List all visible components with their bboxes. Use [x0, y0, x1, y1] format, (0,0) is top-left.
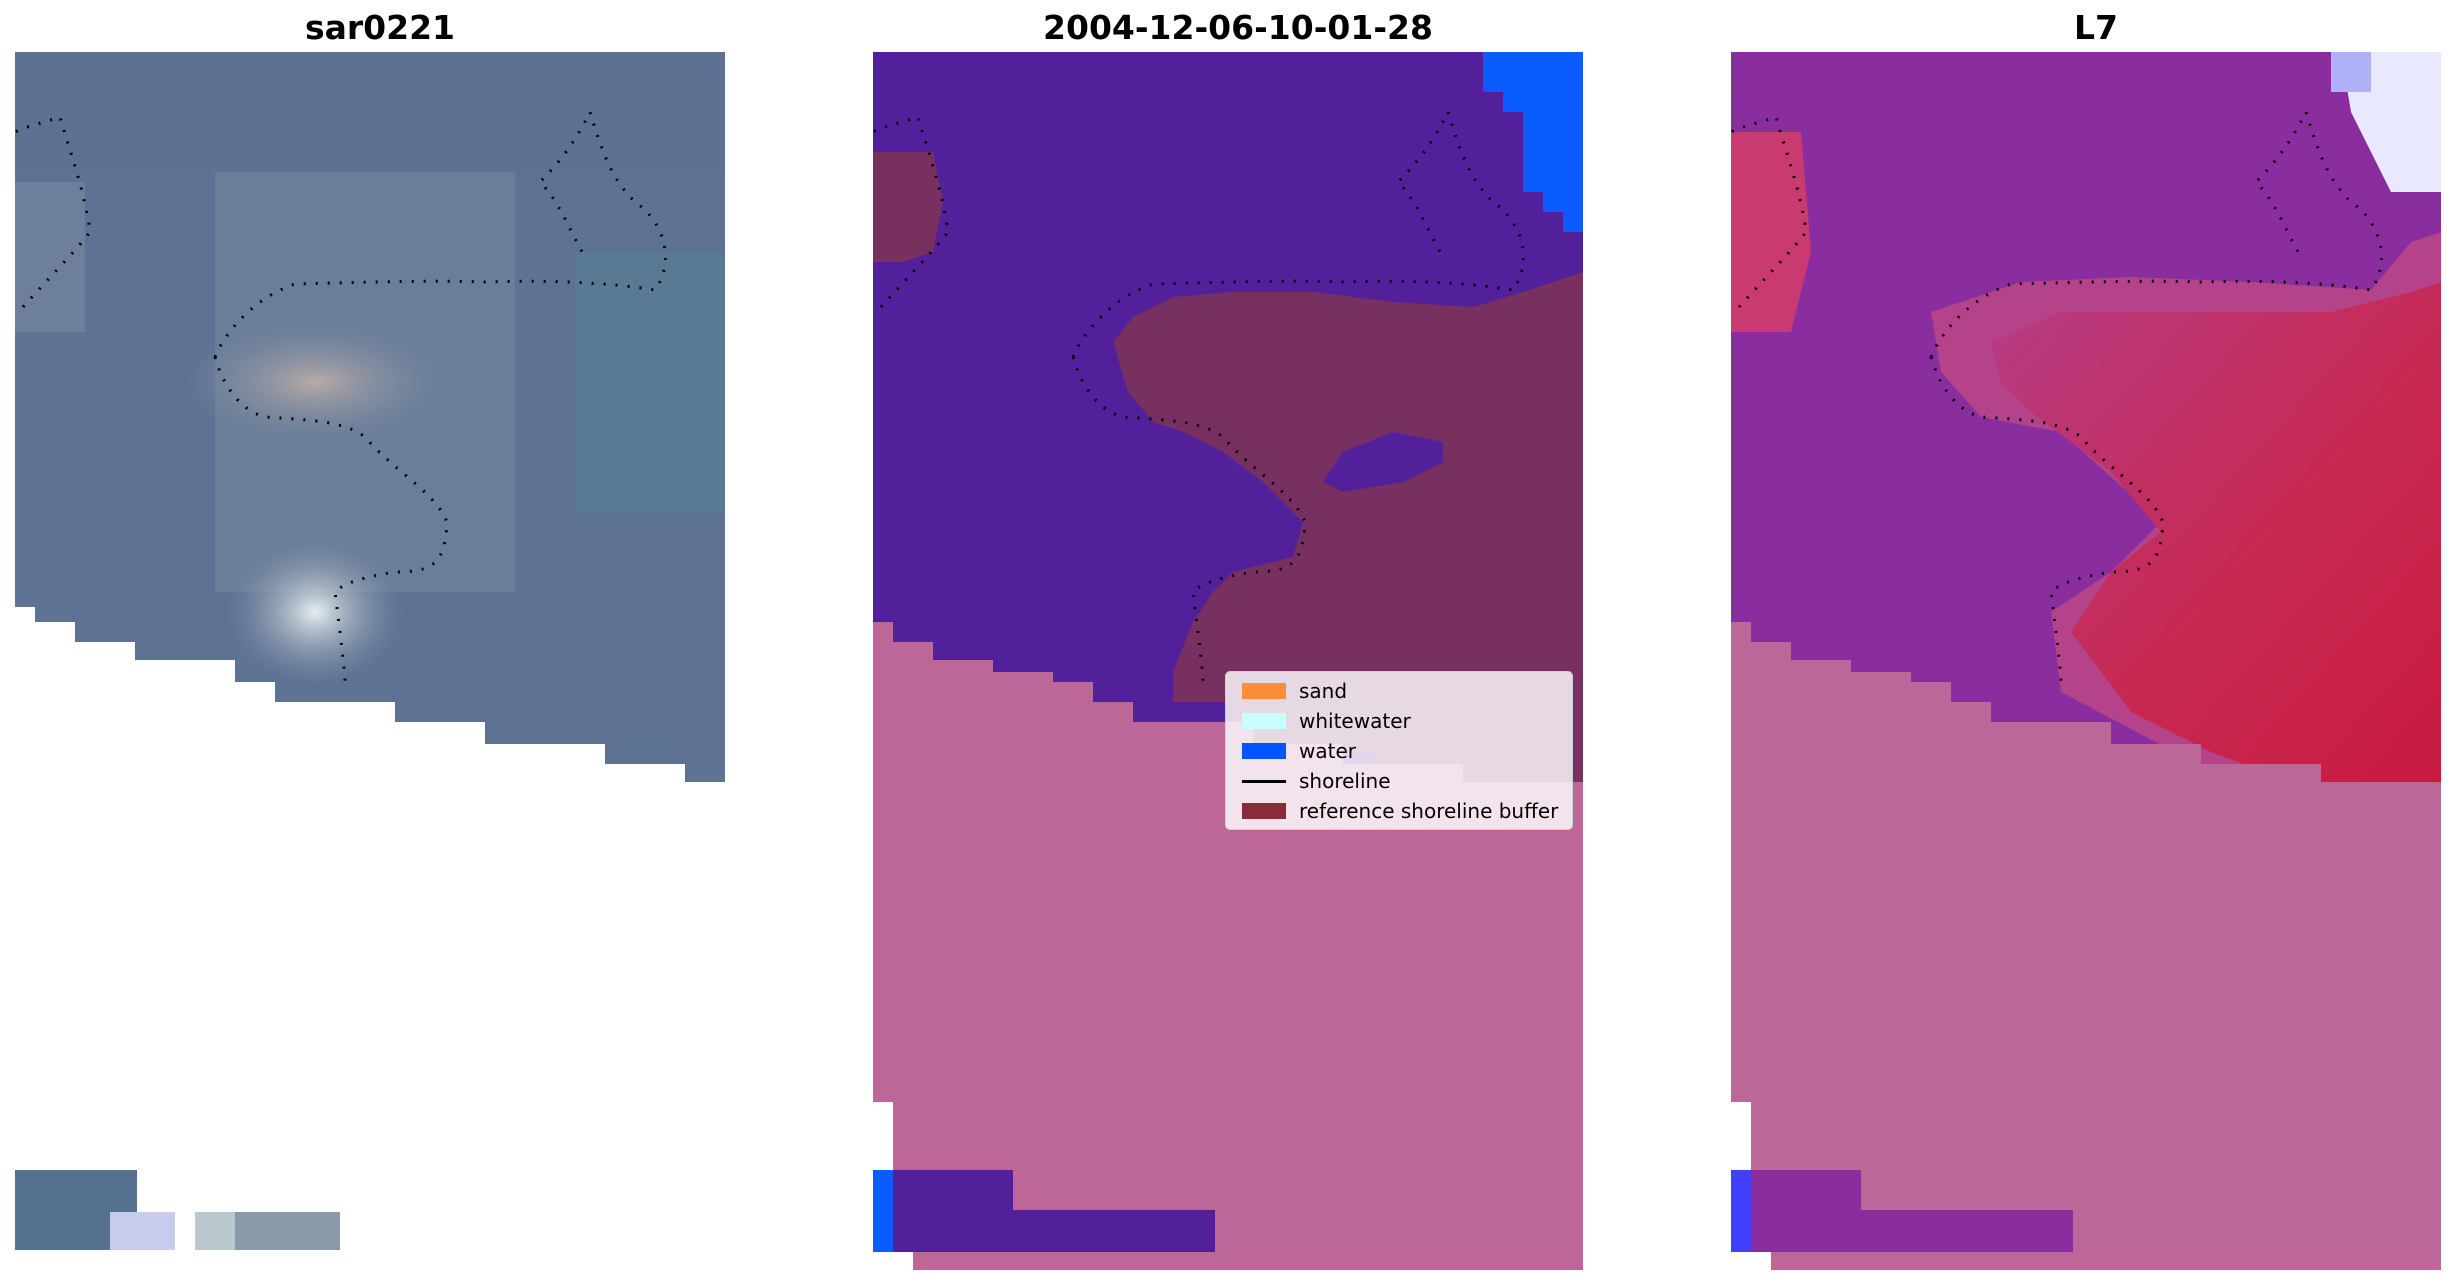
legend-item-shoreline: shoreline	[1234, 768, 1564, 794]
classified-image-frame	[873, 52, 1583, 1270]
legend-swatch	[1242, 713, 1286, 729]
class-land-bottom	[893, 1170, 1013, 1210]
legend-label: reference shoreline buffer	[1299, 799, 1559, 823]
index-image-frame	[1731, 52, 2441, 1270]
index-high-region	[1991, 282, 2441, 782]
legend-swatch	[1242, 803, 1286, 819]
legend-item-sand: sand	[1234, 678, 1564, 704]
legend-line	[1242, 780, 1286, 783]
legend-label: whitewater	[1299, 709, 1411, 733]
legend-item-water: water	[1234, 738, 1564, 764]
legend-label: shoreline	[1299, 769, 1391, 793]
index-overlay	[1731, 622, 2441, 1270]
rgb-image-frame	[15, 52, 725, 1270]
shoreline	[873, 107, 1525, 358]
legend-swatch	[1242, 683, 1286, 699]
panel-rgb-image: sar0221	[0, 0, 760, 1283]
panel-title: 2004-12-06-10-01-28	[1043, 8, 1433, 47]
rgb-satellite-image	[15, 52, 725, 1250]
panel-index-image: L7	[1716, 0, 2454, 1283]
panel-title: sar0221	[304, 8, 456, 47]
class-buffer	[1113, 272, 1583, 782]
panel-classified-image: 2004-12-06-10-01-28	[858, 0, 1618, 1283]
shoreline	[15, 107, 667, 358]
legend-label: sand	[1299, 679, 1348, 703]
legend: sand whitewater water shoreline referenc…	[1225, 671, 1573, 830]
index-image	[1731, 52, 2441, 1270]
shoreline	[1731, 107, 2383, 358]
legend-swatch	[1242, 743, 1286, 759]
legend-item-reference-shoreline-buffer: reference shoreline buffer	[1234, 798, 1564, 824]
class-water	[1483, 52, 1583, 232]
panel-title: L7	[2074, 8, 2118, 47]
legend-label: water	[1299, 739, 1356, 763]
classified-image	[873, 52, 1583, 1270]
legend-item-whitewater: whitewater	[1234, 708, 1564, 734]
